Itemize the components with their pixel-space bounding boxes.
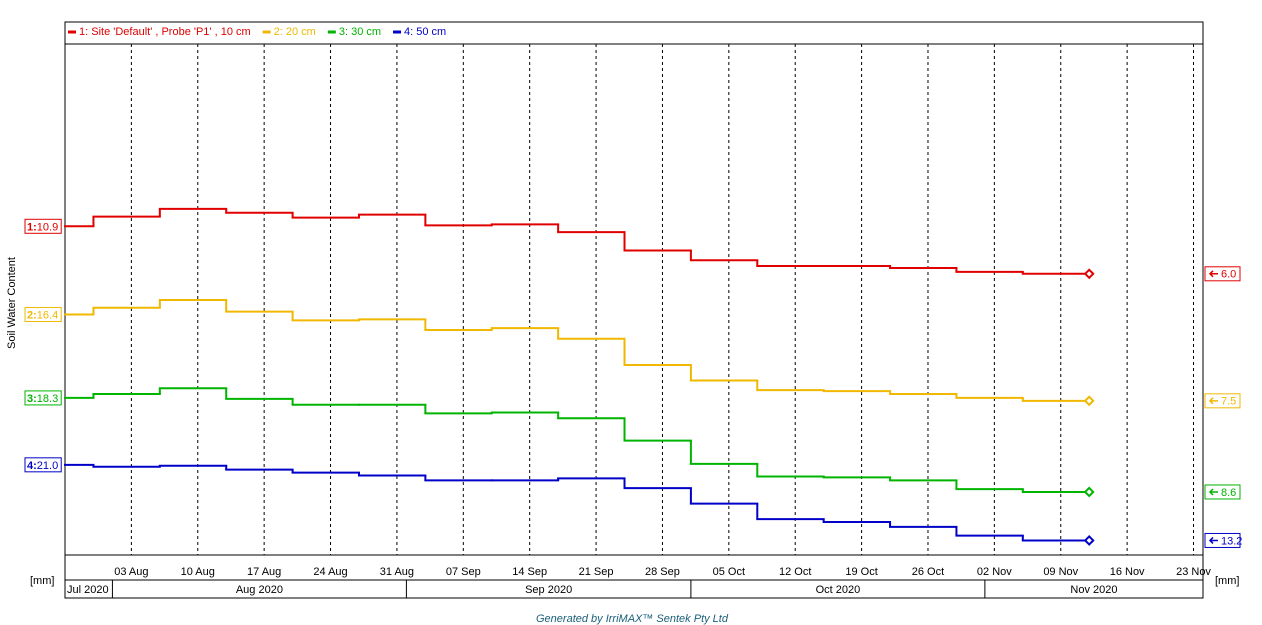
- start-tag-id: 3:: [27, 393, 37, 405]
- end-tag-arrow: [1208, 397, 1218, 405]
- x-tick-label: 14 Sep: [512, 566, 547, 578]
- legend-label: 2: 20 cm: [274, 26, 316, 38]
- start-tag: 2:16.4: [27, 309, 58, 321]
- start-tag-value: 21.0: [37, 460, 58, 472]
- start-tag-value: 10.9: [37, 221, 58, 233]
- x-axis-box: [64, 554, 1204, 599]
- x-tick-label: 19 Oct: [845, 566, 877, 578]
- series: [64, 298, 1095, 407]
- x-tick-label: 16 Nov: [1110, 566, 1145, 578]
- end-marker: [1083, 535, 1095, 546]
- end-tag-box: [1204, 484, 1241, 500]
- x-tick-label: 12 Oct: [779, 566, 811, 578]
- month-label: Nov 2020: [1070, 584, 1117, 596]
- month-label: Oct 2020: [816, 584, 861, 596]
- x-tick-label: 02 Nov: [977, 566, 1012, 578]
- footer: Generated by IrriMAX™ Sentek Pty Ltd: [536, 613, 729, 625]
- end-tag-box: [1204, 532, 1241, 548]
- end-tag-arrow: [1208, 536, 1218, 544]
- series: [64, 463, 1095, 546]
- unit-right: [mm]: [1215, 575, 1239, 587]
- plot-area: [64, 43, 1204, 556]
- end-marker: [1083, 486, 1095, 498]
- end-marker: [1083, 268, 1095, 280]
- x-tick-label: 05 Oct: [713, 566, 745, 578]
- x-tick-label: 03 Aug: [114, 566, 148, 578]
- series: [64, 387, 1095, 498]
- start-tag-value: 18.3: [37, 393, 58, 405]
- end-tag-box: [1204, 393, 1241, 409]
- start-tag-box: [24, 390, 62, 406]
- start-tag-id: 4:: [27, 460, 37, 472]
- legend-label: 3: 30 cm: [339, 26, 381, 38]
- start-tag-box: [24, 307, 62, 323]
- unit-left: [mm]: [30, 575, 54, 587]
- x-tick-label: 28 Sep: [645, 566, 680, 578]
- legend-label: 1: Site 'Default' , Probe 'P1' , 10 cm: [79, 26, 251, 38]
- start-tag-value: 16.4: [37, 309, 58, 321]
- x-tick-label: 31 Aug: [380, 566, 414, 578]
- month-label: Sep 2020: [525, 584, 572, 596]
- start-tag-box: [24, 457, 62, 473]
- end-tag-value: 13.2: [1221, 535, 1242, 547]
- end-tag-value: 6.0: [1221, 269, 1236, 281]
- end-tag-arrow: [1208, 488, 1218, 496]
- x-tick-label: 09 Nov: [1043, 566, 1078, 578]
- end-tag-value: 7.5: [1221, 396, 1236, 408]
- y-axis-title: Soil Water Content: [6, 257, 18, 349]
- series: [64, 207, 1095, 280]
- start-tag: 3:18.3: [27, 393, 58, 405]
- month-label: Jul 2020: [67, 584, 109, 596]
- end-tag-box: [1204, 266, 1241, 282]
- x-tick-label: 24 Aug: [313, 566, 347, 578]
- month-label: Aug 2020: [236, 584, 283, 596]
- x-tick-label: 23 Nov: [1176, 566, 1211, 578]
- start-tag-id: 2:: [27, 309, 37, 321]
- start-tag-id: 1:: [27, 221, 37, 233]
- end-marker: [1083, 395, 1095, 407]
- legend-label: 4: 50 cm: [404, 26, 446, 38]
- end-tag-arrow: [1208, 270, 1218, 278]
- x-tick-label: 26 Oct: [912, 566, 944, 578]
- x-tick-label: 21 Sep: [579, 566, 614, 578]
- start-tag-box: [24, 218, 62, 234]
- start-tag: 4:21.0: [27, 460, 58, 472]
- x-tick-label: 17 Aug: [247, 566, 281, 578]
- end-tag-value: 8.6: [1221, 487, 1236, 499]
- x-tick-label: 07 Sep: [446, 566, 481, 578]
- x-tick-label: 10 Aug: [181, 566, 215, 578]
- start-tag: 1:10.9: [27, 221, 58, 233]
